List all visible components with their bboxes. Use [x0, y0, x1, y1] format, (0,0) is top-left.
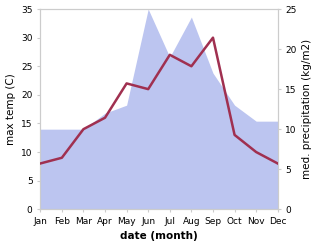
- Y-axis label: med. precipitation (kg/m2): med. precipitation (kg/m2): [302, 39, 313, 179]
- Y-axis label: max temp (C): max temp (C): [5, 73, 16, 145]
- X-axis label: date (month): date (month): [120, 231, 198, 242]
